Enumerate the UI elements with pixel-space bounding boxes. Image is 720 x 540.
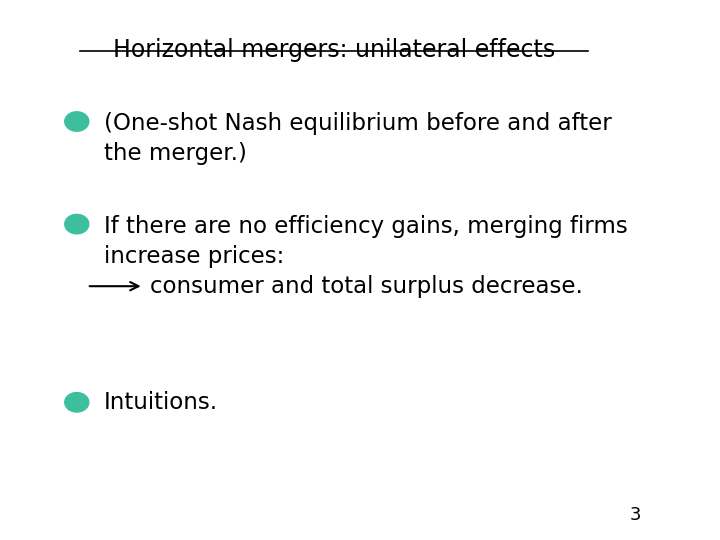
Text: 3: 3 bbox=[629, 506, 641, 524]
Text: (One-shot Nash equilibrium before and after
the merger.): (One-shot Nash equilibrium before and af… bbox=[104, 112, 611, 165]
Text: If there are no efficiency gains, merging firms
increase prices:: If there are no efficiency gains, mergin… bbox=[104, 215, 627, 268]
Text: Horizontal mergers: unilateral effects: Horizontal mergers: unilateral effects bbox=[113, 38, 555, 62]
Circle shape bbox=[65, 112, 89, 131]
Text: Intuitions.: Intuitions. bbox=[104, 391, 217, 414]
Circle shape bbox=[65, 214, 89, 234]
Circle shape bbox=[65, 393, 89, 412]
Text: consumer and total surplus decrease.: consumer and total surplus decrease. bbox=[150, 275, 583, 298]
